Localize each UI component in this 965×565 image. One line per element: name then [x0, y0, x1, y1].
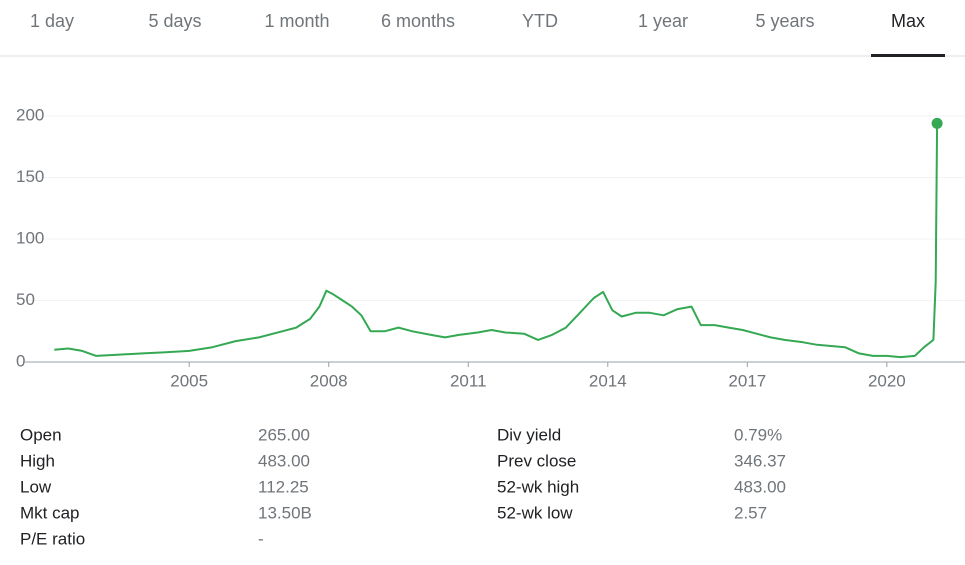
stat-value: 112.25	[258, 477, 309, 496]
y-tick-label: 0	[16, 351, 25, 370]
tab[interactable]: Max	[891, 11, 925, 31]
stat-value: 2.57	[734, 503, 767, 522]
stat-label: Open	[20, 425, 62, 444]
x-tick-label: 2017	[728, 371, 766, 390]
stat-value: 346.37	[734, 451, 786, 470]
stat-label: Low	[20, 477, 52, 496]
stat-value: -	[258, 529, 264, 548]
stat-label: 52-wk low	[497, 503, 573, 522]
stat-label: Prev close	[497, 451, 576, 470]
x-tick-label: 2005	[170, 371, 208, 390]
stat-value: 265.00	[258, 425, 310, 444]
tab-selected-indicator	[871, 54, 945, 57]
tab[interactable]: 1 month	[264, 11, 329, 31]
y-tick-label: 50	[16, 290, 35, 309]
latest-point	[931, 117, 943, 129]
tab[interactable]: 6 months	[381, 11, 455, 31]
stat-value: 483.00	[734, 477, 786, 496]
stat-value: 0.79%	[734, 425, 782, 444]
y-tick-label: 200	[16, 105, 44, 124]
stat-label: Div yield	[497, 425, 561, 444]
tab[interactable]: YTD	[522, 11, 558, 31]
stat-label: Mkt cap	[20, 503, 80, 522]
price-line	[54, 123, 939, 359]
x-tick-label: 2011	[450, 371, 487, 390]
stat-label: P/E ratio	[20, 529, 85, 548]
x-tick-label: 2008	[310, 371, 348, 390]
stat-value: 483.00	[258, 451, 310, 470]
stat-label: 52-wk high	[497, 477, 579, 496]
y-tick-label: 100	[16, 228, 44, 247]
x-tick-label: 2014	[589, 371, 627, 390]
x-tick-label: 2020	[868, 371, 906, 390]
tab[interactable]: 5 days	[148, 11, 201, 31]
y-tick-label: 150	[16, 167, 44, 186]
tab[interactable]: 5 years	[755, 11, 814, 31]
tab[interactable]: 1 day	[30, 11, 74, 31]
tab[interactable]: 1 year	[638, 11, 688, 31]
stat-label: High	[20, 451, 55, 470]
stat-value: 13.50B	[258, 503, 312, 522]
